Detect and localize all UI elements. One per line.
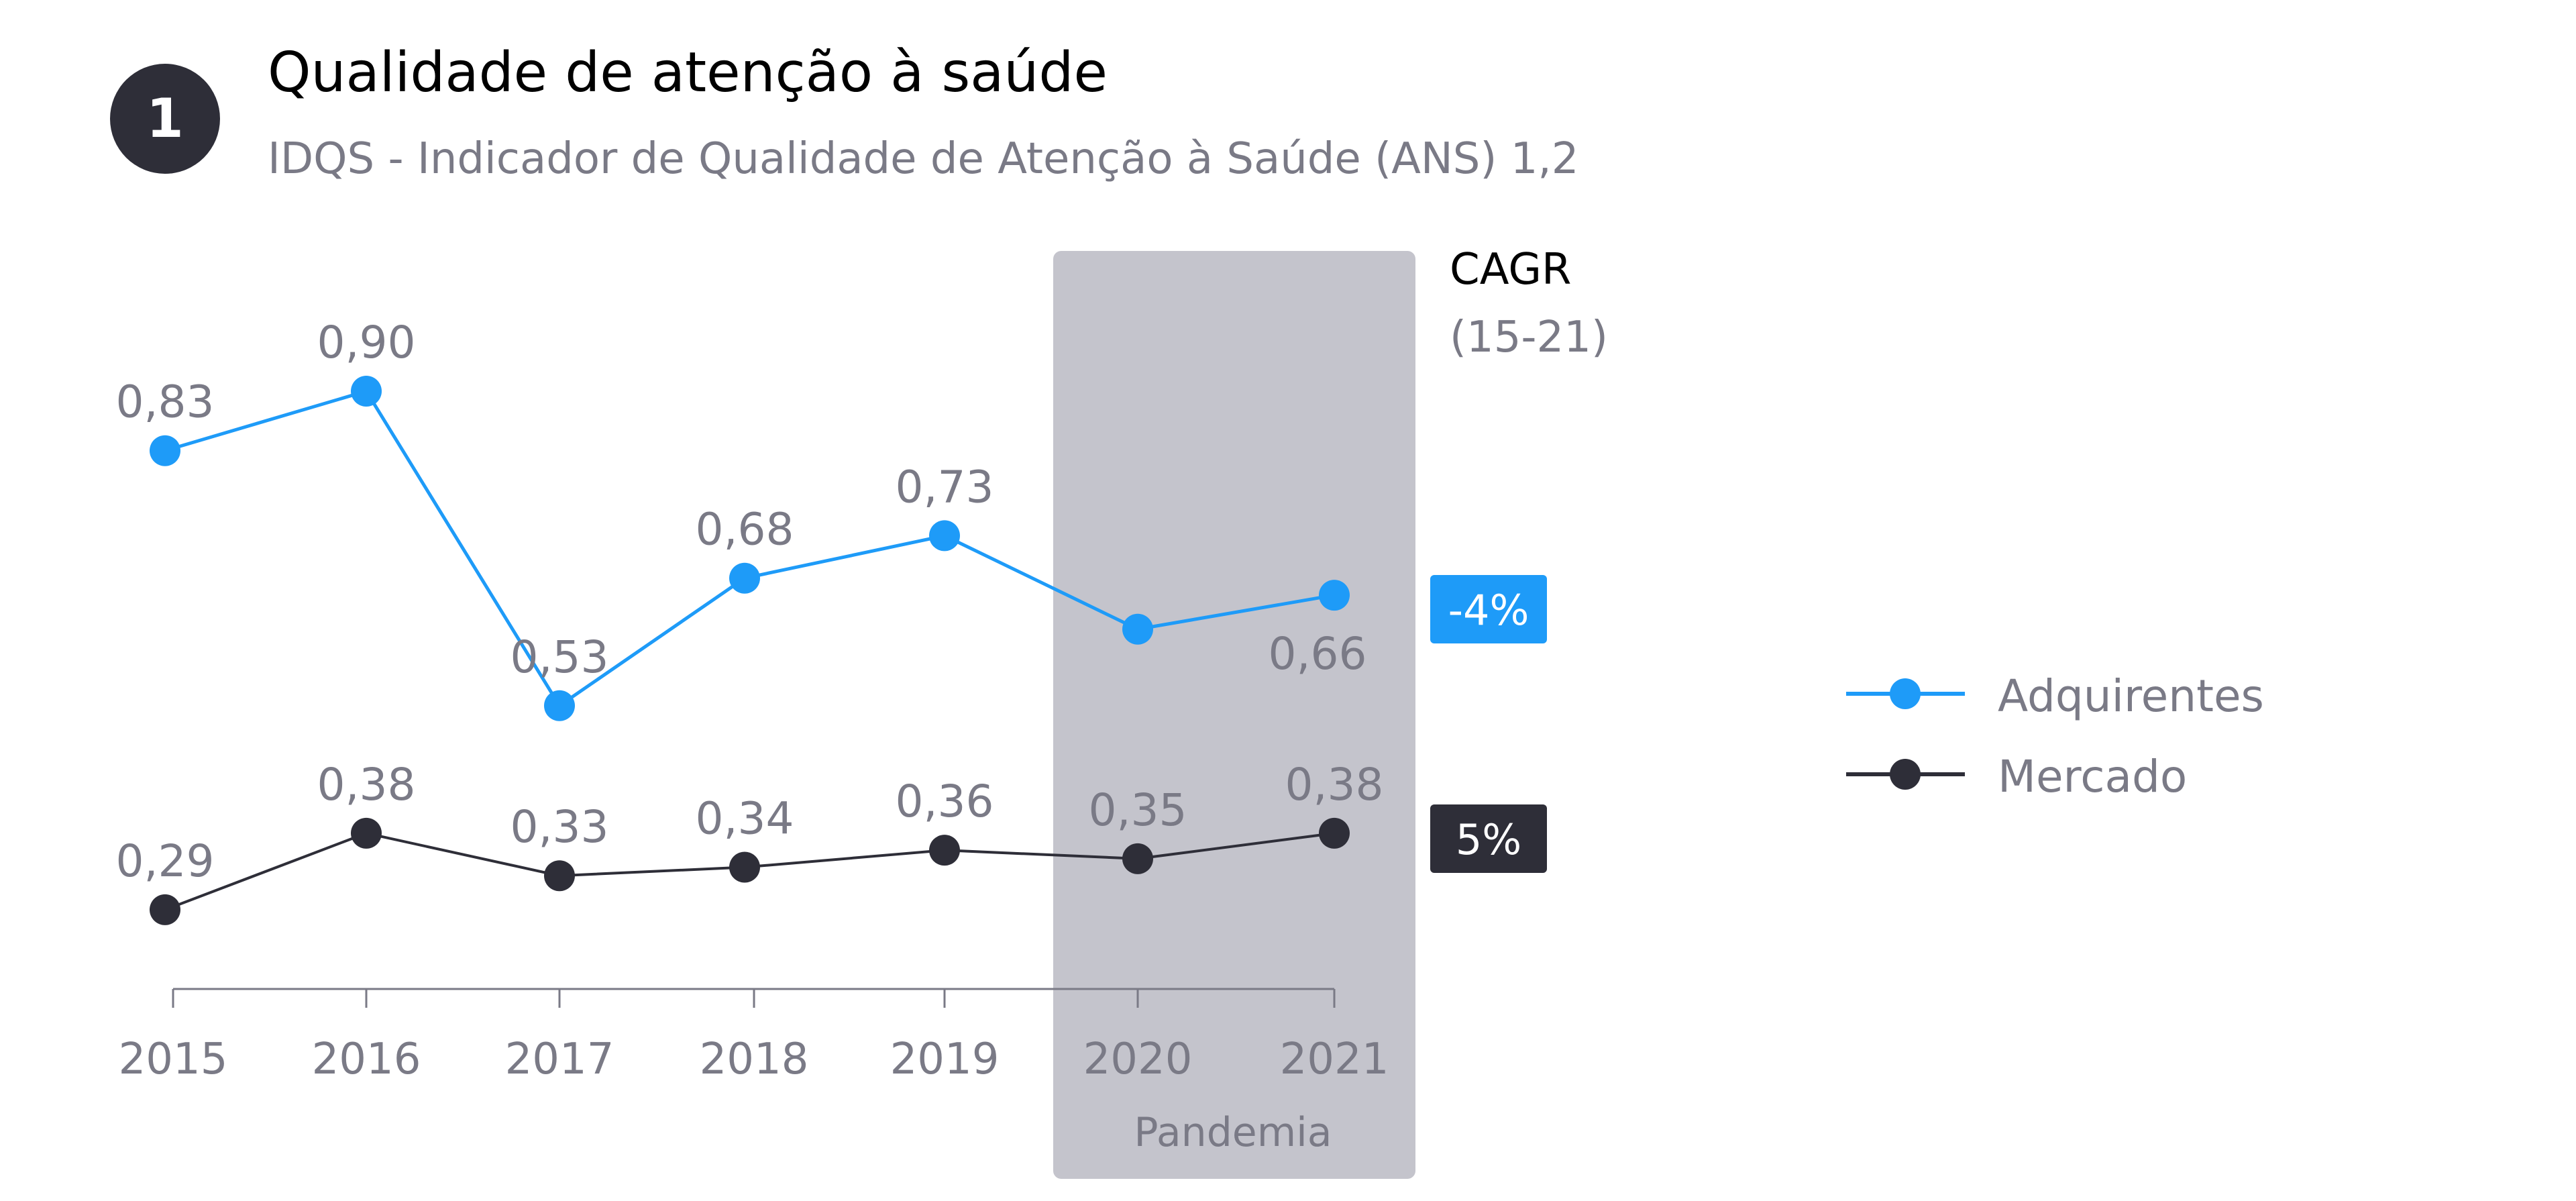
data-point	[1319, 817, 1350, 849]
data-label: 0,53	[511, 631, 609, 683]
data-label: 0,90	[317, 317, 416, 368]
legend-marker	[1890, 678, 1921, 709]
series-layer: 0,830,900,530,680,730,66-4%0,290,380,33 0…	[116, 317, 1547, 925]
data-point	[1319, 580, 1350, 611]
data-label: 0,83	[116, 376, 215, 428]
data-point	[1122, 843, 1153, 874]
cagr-badge	[1430, 575, 1547, 643]
legend: Adquirentes Mercado	[1846, 670, 2264, 802]
x-tick-label: 2019	[890, 1035, 1000, 1084]
pandemia-label: Pandemia	[1134, 1109, 1332, 1156]
data-point	[1122, 613, 1153, 645]
legend-label: Adquirentes	[1998, 670, 2264, 722]
cagr-value: -4%	[1448, 586, 1529, 635]
data-point	[729, 851, 760, 883]
data-label: 0,35	[1089, 784, 1187, 836]
data-label: 0,38	[317, 759, 416, 811]
data-label: 0,36	[896, 776, 994, 827]
data-point	[544, 860, 575, 892]
data-point	[544, 690, 575, 721]
x-tick-label: 2016	[312, 1035, 421, 1084]
legend-item-adquirentes: Adquirentes	[1846, 670, 2264, 722]
data-label: 0,34	[696, 793, 794, 845]
cagr-period: (15-21)	[1450, 313, 1608, 362]
data-label: 0,68	[696, 504, 794, 556]
section-number: 1	[146, 87, 184, 150]
data-point	[150, 894, 180, 925]
chart-subtitle: IDQS - Indicador de Qualidade de Atenção…	[268, 134, 1578, 184]
data-label: 0,33	[511, 801, 609, 853]
cagr-value: 5%	[1456, 815, 1521, 864]
data-point	[729, 562, 760, 594]
x-tick-label: 2020	[1083, 1035, 1193, 1084]
legend-label: Mercado	[1998, 751, 2187, 802]
x-tick-label: 2015	[119, 1035, 228, 1084]
pandemia-highlight	[1053, 251, 1415, 1179]
data-label: 0,29	[116, 835, 215, 887]
data-point	[150, 435, 180, 466]
cagr-title: CAGR	[1450, 245, 1571, 295]
x-tick-label: 2018	[700, 1035, 809, 1084]
series-mercado: 0,29 0,38 0,33 0,34 0,36 0,35 0,38 5%	[116, 759, 1547, 925]
data-label: 0,73	[896, 461, 994, 513]
x-axis: 2015 2016 2017 2018 2019 2020 2021	[119, 988, 1389, 1084]
cagr-badge	[1430, 804, 1547, 873]
x-tick-label: 2021	[1280, 1035, 1389, 1084]
data-point	[351, 376, 382, 407]
data-label: 0,38	[1285, 759, 1384, 811]
data-label: 0,66	[1269, 628, 1367, 680]
legend-marker	[1890, 759, 1921, 790]
data-point	[929, 835, 960, 866]
data-point	[929, 520, 960, 552]
legend-item-mercado: Mercado	[1846, 751, 2187, 802]
data-point	[351, 817, 382, 849]
section-number-badge	[110, 64, 220, 174]
header: 1 Qualidade de atenção à saúde IDQS - In…	[110, 41, 1578, 184]
chart-title: Qualidade de atenção à saúde	[268, 41, 1108, 105]
series-adquirentes: 0,83 0,90 0,53 0,68 0,73 0,66 -4%	[116, 317, 1547, 721]
x-tick-label: 2017	[505, 1035, 614, 1084]
